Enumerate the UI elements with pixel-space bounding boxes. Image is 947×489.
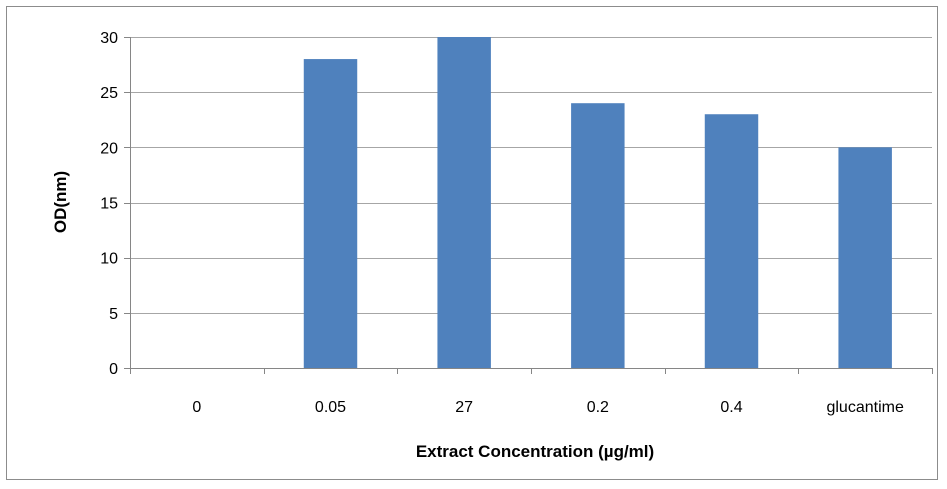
axes bbox=[124, 37, 933, 374]
bar bbox=[838, 147, 892, 368]
y-tick-label: 20 bbox=[100, 140, 118, 157]
y-axis-title: OD(nm) bbox=[51, 171, 70, 233]
bar bbox=[437, 37, 491, 368]
y-tick-label: 10 bbox=[100, 251, 118, 268]
x-tick-label: 0 bbox=[192, 399, 201, 416]
x-axis-title: Extract Concentration (µg/ml) bbox=[416, 442, 654, 461]
gridlines bbox=[130, 37, 932, 314]
x-tick-label: 0.2 bbox=[587, 399, 609, 416]
x-tick-label: 0.05 bbox=[315, 399, 346, 416]
y-tick-label: 0 bbox=[109, 361, 118, 378]
y-tick-label: 15 bbox=[100, 196, 118, 213]
bar bbox=[571, 103, 625, 368]
x-tick-label: glucantime bbox=[826, 399, 903, 416]
x-tick-labels: 0 0.05 27 0.2 0.4 glucantime bbox=[192, 399, 904, 416]
x-tick-label: 27 bbox=[455, 399, 473, 416]
y-tick-labels: 0 5 10 15 20 25 30 bbox=[100, 30, 118, 378]
y-tick-label: 5 bbox=[109, 306, 118, 323]
x-tick-label: 0.4 bbox=[720, 399, 742, 416]
y-tick-label: 30 bbox=[100, 30, 118, 47]
bar bbox=[704, 114, 759, 368]
bar bbox=[303, 59, 358, 369]
y-tick-label: 25 bbox=[100, 85, 118, 102]
bars bbox=[303, 37, 892, 369]
